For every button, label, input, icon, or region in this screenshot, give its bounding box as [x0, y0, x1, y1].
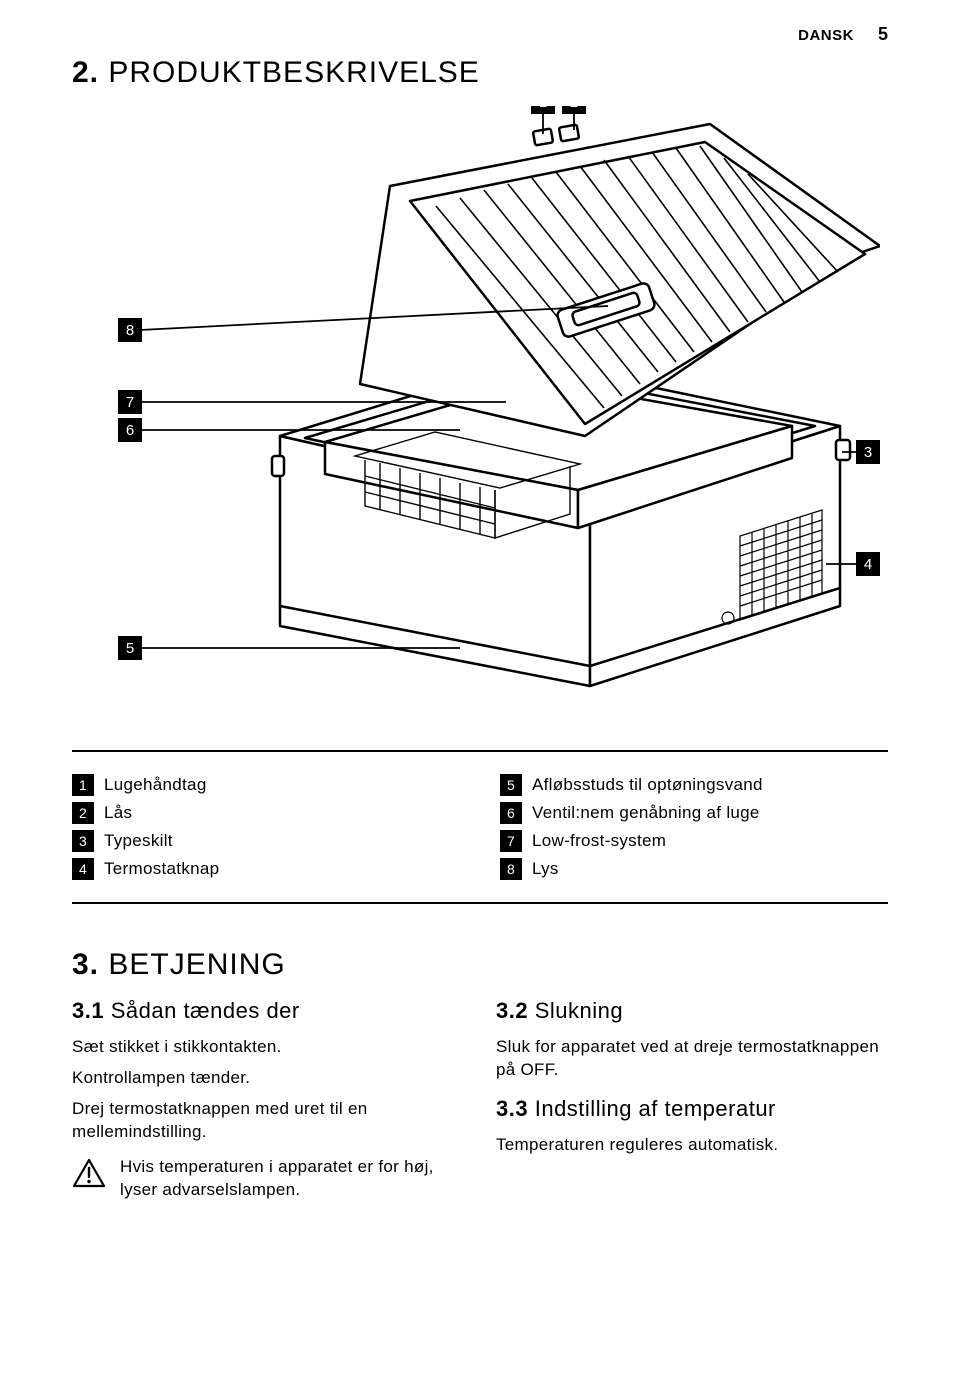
body-col-left: 3.1 Sådan tændes der Sæt stikket i stikk… — [72, 998, 464, 1202]
legend-label: Lås — [104, 803, 132, 823]
sub-3-2-num: 3.2 — [496, 998, 528, 1023]
svg-text:3: 3 — [864, 444, 872, 461]
section-3-title: 3. BETJENING — [72, 948, 888, 982]
legend-row: 2 Lås — [72, 802, 460, 824]
sub-3-1-num: 3.1 — [72, 998, 104, 1023]
legend-num: 8 — [500, 858, 522, 880]
page-header: DANSK 5 — [798, 24, 888, 45]
para: Sluk for apparatet ved at dreje termosta… — [496, 1036, 888, 1082]
parts-legend: 1 Lugehåndtag 2 Lås 3 Typeskilt 4 Termostatk… — [72, 750, 888, 904]
legend-num: 1 — [72, 774, 94, 796]
page-number: 5 — [878, 24, 888, 45]
section-2-title: 2. PRODUKTBESKRIVELSE — [72, 56, 888, 90]
svg-text:2: 2 — [570, 106, 578, 111]
legend-row: 8 Lys — [500, 858, 888, 880]
legend-row: 7 Low-frost-system — [500, 830, 888, 852]
svg-text:7: 7 — [126, 394, 134, 411]
legend-num: 7 — [500, 830, 522, 852]
legend-row: 5 Afløbsstuds til optøningsvand — [500, 774, 888, 796]
legend-row: 3 Typeskilt — [72, 830, 460, 852]
warning-block: Hvis temperaturen i apparatet er for høj… — [72, 1156, 464, 1202]
legend-label: Lugehåndtag — [104, 775, 207, 795]
legend-row: 4 Termostatknap — [72, 858, 460, 880]
section-3-number: 3. — [72, 948, 99, 981]
sub-3-1-title: 3.1 Sådan tændes der — [72, 998, 464, 1024]
legend-row: 6 Ventil:nem genåbning af luge — [500, 802, 888, 824]
legend-label: Low-frost-system — [532, 831, 666, 851]
svg-text:4: 4 — [864, 556, 872, 573]
legend-label: Termostatknap — [104, 859, 219, 879]
legend-label: Typeskilt — [104, 831, 173, 851]
legend-num: 6 — [500, 802, 522, 824]
body-columns: 3.1 Sådan tændes der Sæt stikket i stikk… — [72, 998, 888, 1202]
legend-num: 4 — [72, 858, 94, 880]
legend-row: 1 Lugehåndtag — [72, 774, 460, 796]
legend-num: 2 — [72, 802, 94, 824]
legend-num: 5 — [500, 774, 522, 796]
body-col-right: 3.2 Slukning Sluk for apparatet ved at d… — [496, 998, 888, 1202]
sub-3-3-text: Indstilling af temperatur — [535, 1096, 776, 1121]
section-3-text: BETJENING — [108, 948, 285, 981]
legend-num: 3 — [72, 830, 94, 852]
para: Sæt stikket i stikkontakten. — [72, 1036, 464, 1059]
sub-3-2-title: 3.2 Slukning — [496, 998, 888, 1024]
svg-text:5: 5 — [126, 640, 134, 657]
section-2-number: 2. — [72, 56, 99, 89]
svg-text:8: 8 — [126, 322, 134, 339]
legend-label: Ventil:nem genåbning af luge — [532, 803, 760, 823]
legend-col-left: 1 Lugehåndtag 2 Lås 3 Typeskilt 4 Termostatk… — [72, 768, 460, 886]
sub-3-2-text: Slukning — [535, 998, 623, 1023]
sub-3-3-num: 3.3 — [496, 1096, 528, 1121]
para: Temperaturen reguleres automatisk. — [496, 1134, 888, 1157]
legend-label: Lys — [532, 859, 559, 879]
language-label: DANSK — [798, 27, 854, 44]
legend-label: Afløbsstuds til optøningsvand — [532, 775, 763, 795]
sub-3-3-title: 3.3 Indstilling af temperatur — [496, 1096, 888, 1122]
product-diagram: 1 2 8 7 6 5 3 4 — [72, 106, 888, 726]
para: Drej termostatknappen med uret til en me… — [72, 1098, 464, 1144]
svg-text:6: 6 — [126, 422, 134, 439]
svg-text:1: 1 — [539, 106, 547, 111]
legend-col-right: 5 Afløbsstuds til optøningsvand 6 Ventil:n… — [500, 768, 888, 886]
para: Kontrollampen tænder. — [72, 1067, 464, 1090]
section-2-text: PRODUKTBESKRIVELSE — [108, 56, 479, 89]
warning-text: Hvis temperaturen i apparatet er for høj… — [120, 1156, 464, 1202]
sub-3-1-text: Sådan tændes der — [111, 998, 300, 1023]
warning-icon — [72, 1158, 106, 1188]
